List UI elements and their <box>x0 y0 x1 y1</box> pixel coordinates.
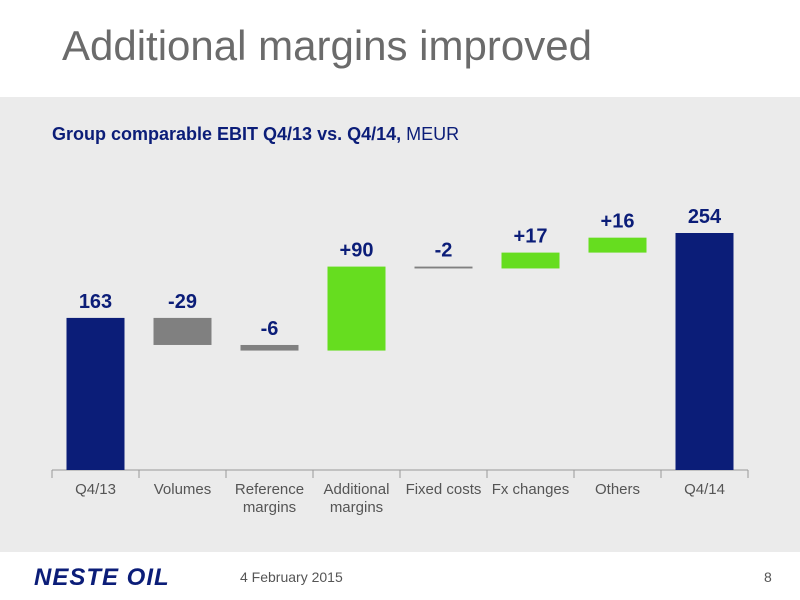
slide-title: Additional margins improved <box>62 22 592 69</box>
x-tick-label: Additional margins <box>323 481 390 516</box>
chart-unit: MEUR <box>406 124 460 144</box>
value-label: +90 <box>340 240 374 262</box>
bar <box>414 266 473 269</box>
date: 4 February 2015 <box>240 569 343 585</box>
value-label: +17 <box>514 226 548 248</box>
chart-subtitle: Group comparable EBIT Q4/13 vs. Q4/14, M… <box>52 124 459 145</box>
x-tick-label: Fixed costs <box>405 481 482 498</box>
x-tick-label: Fx changes <box>491 481 570 498</box>
x-tick-label: Reference margins <box>234 481 305 516</box>
value-label: 254 <box>688 206 722 228</box>
x-tick-label: Q4/13 <box>75 481 116 498</box>
value-label: +16 <box>601 211 635 233</box>
x-tick-label: Q4/14 <box>684 481 725 498</box>
bar <box>327 266 386 351</box>
value-label: 163 <box>79 291 112 313</box>
bar <box>240 344 299 351</box>
value-label: -6 <box>261 318 279 340</box>
x-tick-label: Others <box>594 481 640 498</box>
bar <box>675 233 734 470</box>
value-label: -2 <box>435 240 453 262</box>
x-tick-label: Volumes <box>153 481 212 498</box>
bar <box>66 317 125 470</box>
page-number: 8 <box>764 569 772 585</box>
bar <box>501 252 560 269</box>
chart-title: Group comparable EBIT Q4/13 vs. Q4/14, <box>52 124 402 144</box>
bar <box>588 237 647 253</box>
value-label: -29 <box>168 291 197 313</box>
bar <box>153 317 212 345</box>
logo: NESTE OIL <box>34 564 170 591</box>
